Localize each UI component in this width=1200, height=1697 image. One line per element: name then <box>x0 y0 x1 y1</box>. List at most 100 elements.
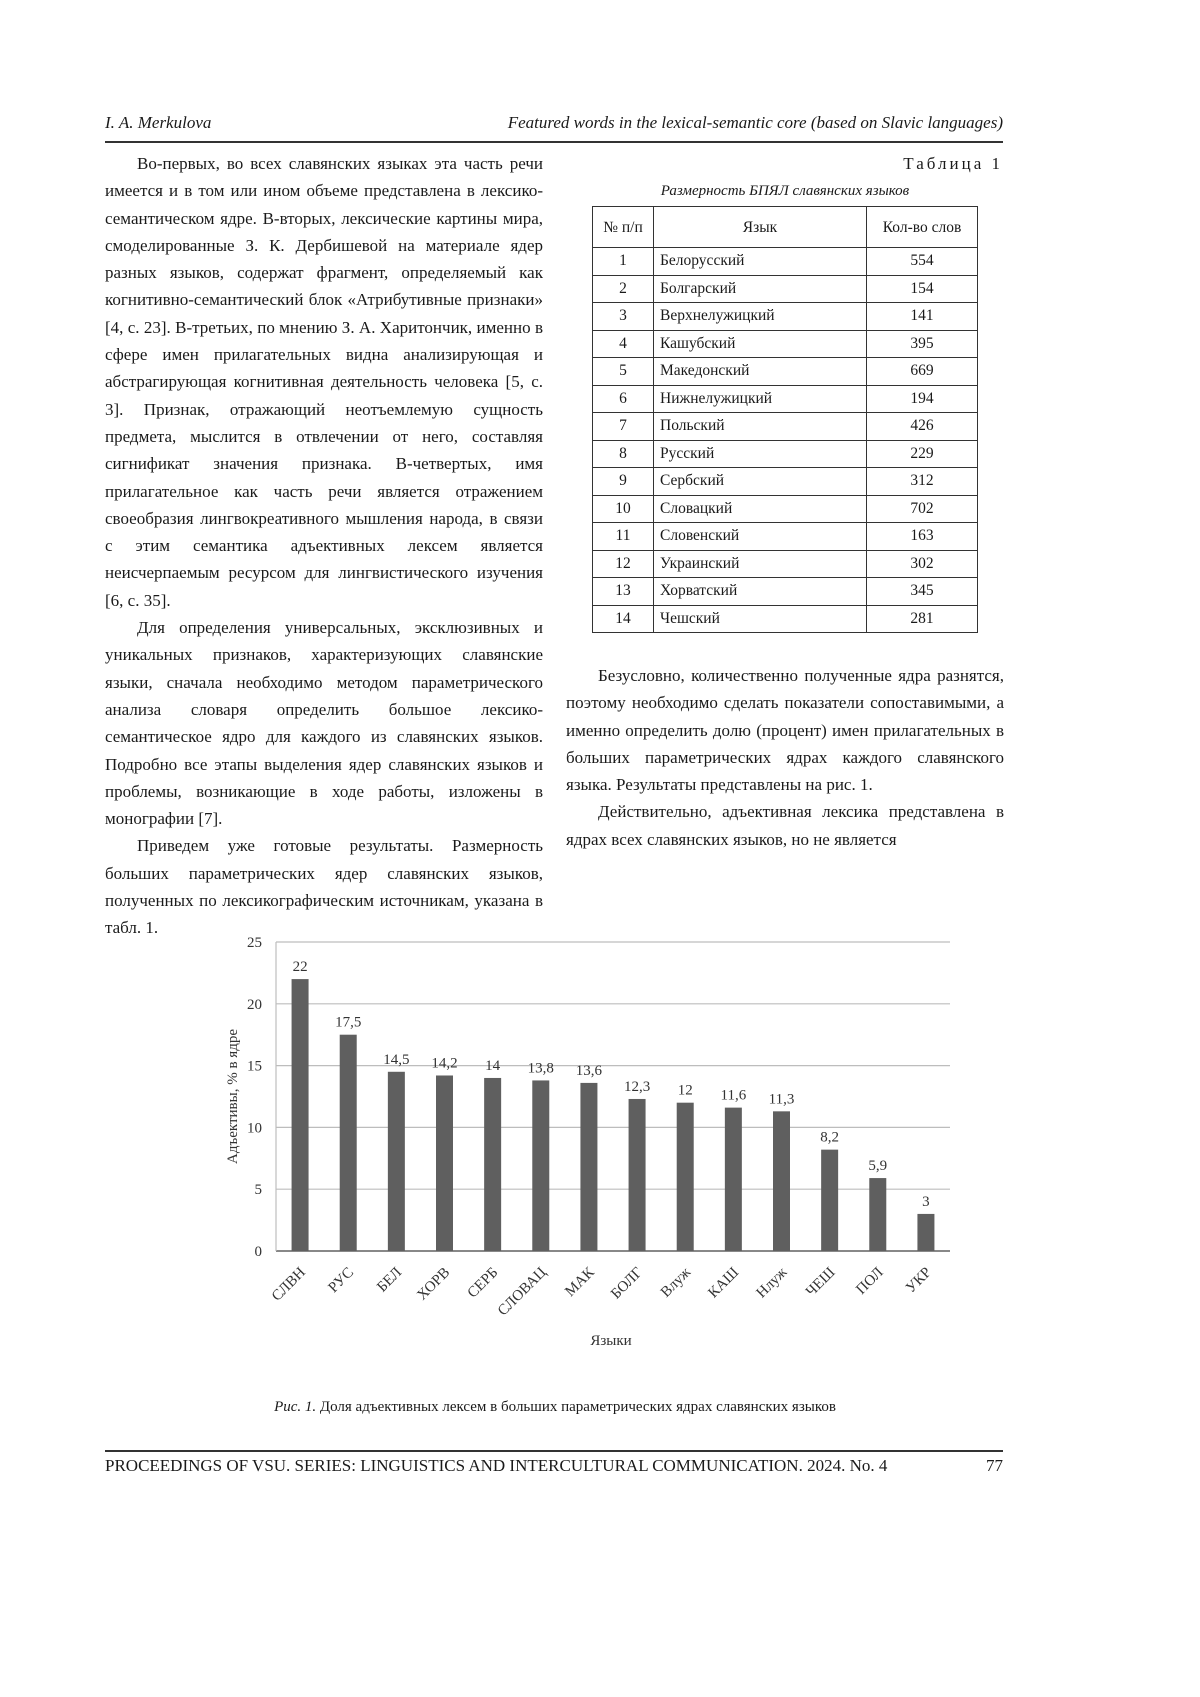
bar <box>821 1150 838 1251</box>
bar <box>629 1099 646 1251</box>
running-title: Featured words in the lexical-semantic c… <box>508 113 1003 133</box>
word-count: 669 <box>867 358 978 386</box>
language-name: Сербский <box>654 468 867 496</box>
bar <box>340 1035 357 1251</box>
row-number: 5 <box>593 358 654 386</box>
y-tick-label: 10 <box>247 1120 262 1136</box>
column-header: Кол-во слов <box>867 207 978 248</box>
word-count: 141 <box>867 303 978 331</box>
y-axis-title: Адъективы, % в ядре <box>225 1029 241 1164</box>
x-tick-label: ХОРВ <box>414 1265 453 1304</box>
left-column: Во-первых, во всех славянских языках эта… <box>105 150 543 942</box>
bar <box>917 1214 934 1251</box>
y-tick-label: 25 <box>247 935 262 951</box>
bar <box>484 1078 501 1251</box>
row-number: 13 <box>593 578 654 606</box>
word-count: 702 <box>867 495 978 523</box>
language-name: Болгарский <box>654 275 867 303</box>
language-name: Словацкий <box>654 495 867 523</box>
word-count: 554 <box>867 248 978 276</box>
word-count: 345 <box>867 578 978 606</box>
footer-rule <box>105 1450 1003 1452</box>
row-number: 12 <box>593 550 654 578</box>
data-label: 5,9 <box>868 1158 887 1174</box>
language-name: Нижнелужицкий <box>654 385 867 413</box>
language-name: Польский <box>654 413 867 441</box>
table-caption: Размерность БПЯЛ славянских языков <box>592 183 978 200</box>
language-name: Кашубский <box>654 330 867 358</box>
y-tick-label: 15 <box>247 1059 262 1075</box>
language-name: Чешский <box>654 605 867 633</box>
right-column: Безусловно, количественно полученные ядр… <box>566 662 1004 853</box>
x-tick-label: КАШ <box>705 1265 742 1302</box>
paragraph: Безусловно, количественно полученные ядр… <box>566 662 1004 798</box>
table-row: 8Русский229 <box>593 440 978 468</box>
table-row: 11Словенский163 <box>593 523 978 551</box>
data-label: 8,2 <box>820 1130 839 1146</box>
table-row: 7Польский426 <box>593 413 978 441</box>
data-label: 14,2 <box>431 1055 457 1071</box>
data-label: 11,6 <box>721 1088 747 1104</box>
data-label: 17,5 <box>335 1015 361 1031</box>
word-count: 302 <box>867 550 978 578</box>
x-axis-title: Языки <box>590 1333 631 1349</box>
language-name: Македонский <box>654 358 867 386</box>
bar <box>869 1178 886 1251</box>
table-row: 6Нижнелужицкий194 <box>593 385 978 413</box>
journal-name: PROCEEDINGS OF VSU. SERIES: LINGUISTICS … <box>105 1456 887 1476</box>
column-header: Язык <box>654 207 867 248</box>
x-tick-label: СЛОВАЦ <box>495 1264 550 1319</box>
bar <box>677 1103 694 1251</box>
data-label: 13,6 <box>576 1063 603 1079</box>
table-row: 12Украинский302 <box>593 550 978 578</box>
x-tick-label: РУС <box>326 1265 358 1297</box>
row-number: 2 <box>593 275 654 303</box>
language-name: Русский <box>654 440 867 468</box>
bar <box>532 1080 549 1251</box>
data-label: 12 <box>678 1083 693 1099</box>
table-row: 10Словацкий702 <box>593 495 978 523</box>
running-author: I. A. Merkulova <box>105 113 211 133</box>
word-count: 229 <box>867 440 978 468</box>
bar <box>580 1083 597 1251</box>
y-tick-label: 5 <box>255 1182 263 1198</box>
paragraph: Действительно, адъективная лексика предс… <box>566 798 1004 853</box>
x-tick-label: СЛВН <box>269 1264 309 1304</box>
bar <box>773 1111 790 1251</box>
data-label: 12,3 <box>624 1079 650 1095</box>
table-row: 9Сербский312 <box>593 468 978 496</box>
row-number: 10 <box>593 495 654 523</box>
x-tick-label: МАК <box>562 1264 598 1300</box>
table-row: 5Македонский669 <box>593 358 978 386</box>
row-number: 14 <box>593 605 654 633</box>
language-name: Белорусский <box>654 248 867 276</box>
word-count: 154 <box>867 275 978 303</box>
data-label: 14,5 <box>383 1052 409 1068</box>
x-tick-label: БЕЛ <box>374 1265 405 1296</box>
data-label: 22 <box>293 959 308 975</box>
table-row: 1Белорусский554 <box>593 248 978 276</box>
language-name: Украинский <box>654 550 867 578</box>
word-count: 281 <box>867 605 978 633</box>
language-name: Словенский <box>654 523 867 551</box>
row-number: 3 <box>593 303 654 331</box>
data-label: 13,8 <box>528 1060 554 1076</box>
row-number: 4 <box>593 330 654 358</box>
x-tick-label: Влуж <box>658 1264 695 1301</box>
data-label: 14 <box>485 1058 501 1074</box>
table-row: 13Хорватский345 <box>593 578 978 606</box>
x-tick-label: БОЛГ <box>608 1264 646 1302</box>
bar <box>292 979 309 1251</box>
language-name: Хорватский <box>654 578 867 606</box>
row-number: 9 <box>593 468 654 496</box>
data-label: 11,3 <box>769 1091 795 1107</box>
row-number: 1 <box>593 248 654 276</box>
row-number: 7 <box>593 413 654 441</box>
column-header: № п/п <box>593 207 654 248</box>
x-tick-label: Нлуж <box>754 1264 791 1301</box>
table-row: 3Верхнелужицкий141 <box>593 303 978 331</box>
x-tick-label: ЧЕШ <box>803 1265 838 1300</box>
word-count: 194 <box>867 385 978 413</box>
table-row: 4Кашубский395 <box>593 330 978 358</box>
x-tick-label: ПОЛ <box>853 1265 886 1298</box>
